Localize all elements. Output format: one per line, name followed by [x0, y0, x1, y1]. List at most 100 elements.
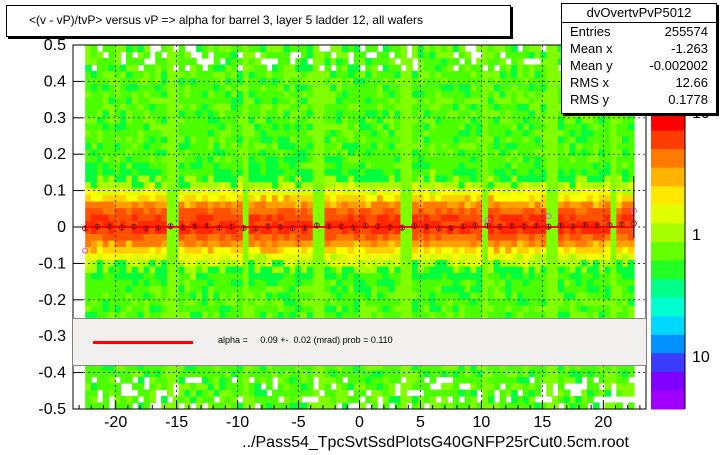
- heatmap-cell: [347, 292, 355, 300]
- heatmap-cell: [114, 84, 121, 92]
- heatmap-cell: [231, 305, 238, 313]
- heatmap-cell: [108, 84, 116, 92]
- heatmap-cell: [190, 90, 197, 98]
- heatmap-cell: [534, 149, 542, 157]
- heatmap-cell: [435, 110, 442, 118]
- heatmap-cell: [277, 376, 285, 384]
- heatmap-cell: [452, 110, 460, 118]
- heatmap-cell: [96, 311, 104, 319]
- heatmap-cell: [458, 214, 466, 222]
- heatmap-cell: [301, 149, 308, 157]
- heatmap-cell: [382, 272, 390, 280]
- heatmap-cell: [557, 363, 565, 371]
- heatmap-cell: [616, 266, 623, 274]
- heatmap-cell: [254, 370, 261, 378]
- heatmap-cell: [126, 162, 133, 170]
- heatmap-cell: [557, 194, 565, 202]
- heatmap-cell: [260, 45, 267, 53]
- heatmap-cell: [423, 279, 431, 287]
- heatmap-cell: [505, 103, 512, 111]
- heatmap-cell: [330, 201, 337, 209]
- heatmap-cell: [91, 97, 98, 105]
- heatmap-cell: [423, 389, 431, 397]
- heatmap-cell: [207, 298, 215, 306]
- heatmap-cell: [248, 103, 256, 111]
- heatmap-cell: [499, 123, 507, 131]
- heatmap-cell: [231, 175, 238, 183]
- heatmap-cell: [342, 123, 349, 131]
- heatmap-cell: [587, 214, 594, 222]
- heatmap-cell: [557, 207, 565, 215]
- heatmap-cell: [493, 285, 501, 293]
- heatmap-cell: [575, 396, 582, 404]
- heatmap-cell: [394, 84, 402, 92]
- heatmap-cell: [441, 389, 448, 397]
- heatmap-cell: [236, 285, 244, 293]
- heatmap-cell: [272, 116, 279, 124]
- heatmap-cell: [371, 363, 378, 371]
- heatmap-cell: [423, 58, 431, 66]
- heatmap-cell: [382, 175, 390, 183]
- heatmap-cell: [423, 383, 431, 391]
- heatmap-cell: [225, 162, 232, 170]
- heatmap-cell: [213, 220, 221, 228]
- heatmap-cell: [540, 207, 547, 215]
- heatmap-cell: [201, 142, 209, 150]
- heatmap-cell: [604, 227, 612, 235]
- heatmap-cell: [493, 253, 501, 261]
- heatmap-cell: [522, 214, 530, 222]
- heatmap-cell: [336, 285, 343, 293]
- heatmap-cell: [505, 162, 512, 170]
- heatmap-cell: [587, 136, 594, 144]
- heatmap-cell: [225, 240, 232, 248]
- heatmap-cell: [371, 58, 378, 66]
- heatmap-cell: [452, 181, 460, 189]
- heatmap-cell: [587, 227, 594, 235]
- heatmap-cell: [546, 214, 553, 222]
- heatmap-cell: [266, 266, 273, 274]
- heatmap-cell: [149, 116, 156, 124]
- heatmap-cell: [394, 45, 402, 53]
- heatmap-cell: [575, 123, 582, 131]
- heatmap-cell: [417, 162, 425, 170]
- heatmap-cell: [96, 181, 104, 189]
- heatmap-cell: [417, 220, 425, 228]
- heatmap-cell: [347, 279, 355, 287]
- heatmap-cell: [324, 207, 332, 215]
- heatmap-cell: [342, 305, 349, 313]
- heatmap-cell: [131, 123, 139, 131]
- heatmap-cell: [324, 142, 332, 150]
- heatmap-cell: [598, 227, 606, 235]
- heatmap-cell: [143, 110, 151, 118]
- heatmap-cell: [382, 110, 390, 118]
- heatmap-cell: [318, 396, 326, 404]
- heatmap-cell: [190, 396, 197, 404]
- heatmap-cell: [394, 402, 402, 410]
- heatmap-cell: [231, 311, 238, 319]
- heatmap-cell: [172, 279, 180, 287]
- heatmap-cell: [388, 181, 396, 189]
- heatmap-cell: [277, 123, 285, 131]
- heatmap-cell: [482, 155, 489, 163]
- heatmap-cell: [417, 298, 425, 306]
- heatmap-cell: [546, 227, 553, 235]
- heatmap-cell: [289, 305, 297, 313]
- heatmap-cell: [534, 246, 542, 254]
- heatmap-cell: [482, 402, 489, 410]
- heatmap-cell: [388, 305, 396, 313]
- heatmap-cell: [406, 64, 413, 72]
- heatmap-cell: [435, 220, 442, 228]
- heatmap-cell: [207, 110, 215, 118]
- heatmap-cell: [196, 123, 203, 131]
- heatmap-cell: [616, 279, 623, 287]
- heatmap-cell: [517, 220, 524, 228]
- heatmap-cell: [149, 279, 156, 287]
- heatmap-cell: [149, 246, 156, 254]
- heatmap-cell: [342, 240, 349, 248]
- heatmap-cell: [382, 240, 390, 248]
- heatmap-cell: [563, 298, 571, 306]
- heatmap-cell: [96, 116, 104, 124]
- heatmap-cell: [482, 266, 489, 274]
- heatmap-cell: [417, 116, 425, 124]
- heatmap-cell: [412, 84, 419, 92]
